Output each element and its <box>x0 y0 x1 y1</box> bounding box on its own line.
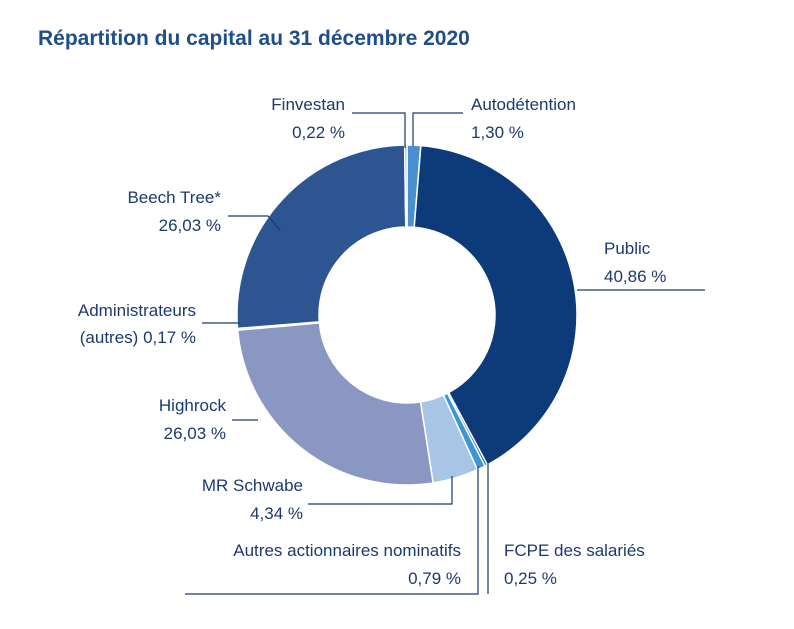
chart-title: Répartition du capital au 31 décembre 20… <box>38 27 470 50</box>
donut-slices <box>236 144 578 486</box>
label-beech-tree: Beech Tree* <box>127 188 221 207</box>
value-administrateurs: 0,17 % <box>143 328 196 347</box>
label-autodetention: Autodétention <box>471 95 576 114</box>
label-mr-schwabe: MR Schwabe <box>202 476 303 495</box>
leader-finvestan <box>352 112 406 148</box>
slice-labels: Finvestan 0,22 % Autodétention 1,30 % Pu… <box>78 95 667 588</box>
leader-beech-tree <box>228 215 281 231</box>
label-finvestan: Finvestan <box>271 95 345 114</box>
slice-finvestan <box>403 144 408 228</box>
value-beech-tree: 26,03 % <box>159 216 221 235</box>
label-fcpe: FCPE des salariés <box>504 541 645 560</box>
slice-beech-tree <box>236 144 407 330</box>
leader-autres <box>185 466 479 595</box>
value-highrock: 26,03 % <box>164 424 226 443</box>
value-public: 40,86 % <box>604 267 666 286</box>
value-autodetention: 1,30 % <box>471 123 524 142</box>
label-administrateurs-line2: (autres) 0,17 % <box>80 328 196 347</box>
label-autres-actionnaires: Autres actionnaires nominatifs <box>233 541 461 560</box>
label-public: Public <box>604 239 651 258</box>
value-fcpe: 0,25 % <box>504 569 557 588</box>
value-finvestan: 0,22 % <box>292 123 345 142</box>
value-mr-schwabe: 4,34 % <box>250 504 303 523</box>
slice-public <box>413 144 578 466</box>
leader-autodetention <box>412 112 463 146</box>
leader-mr-schwabe <box>308 476 453 505</box>
label-administrateurs: Administrateurs <box>78 301 196 320</box>
slice-highrock <box>236 322 434 486</box>
label-highrock: Highrock <box>159 396 227 415</box>
value-autres-actionnaires: 0,79 % <box>408 569 461 588</box>
leader-lines <box>185 112 705 595</box>
label-administrateurs-autres: (autres) <box>80 328 139 347</box>
